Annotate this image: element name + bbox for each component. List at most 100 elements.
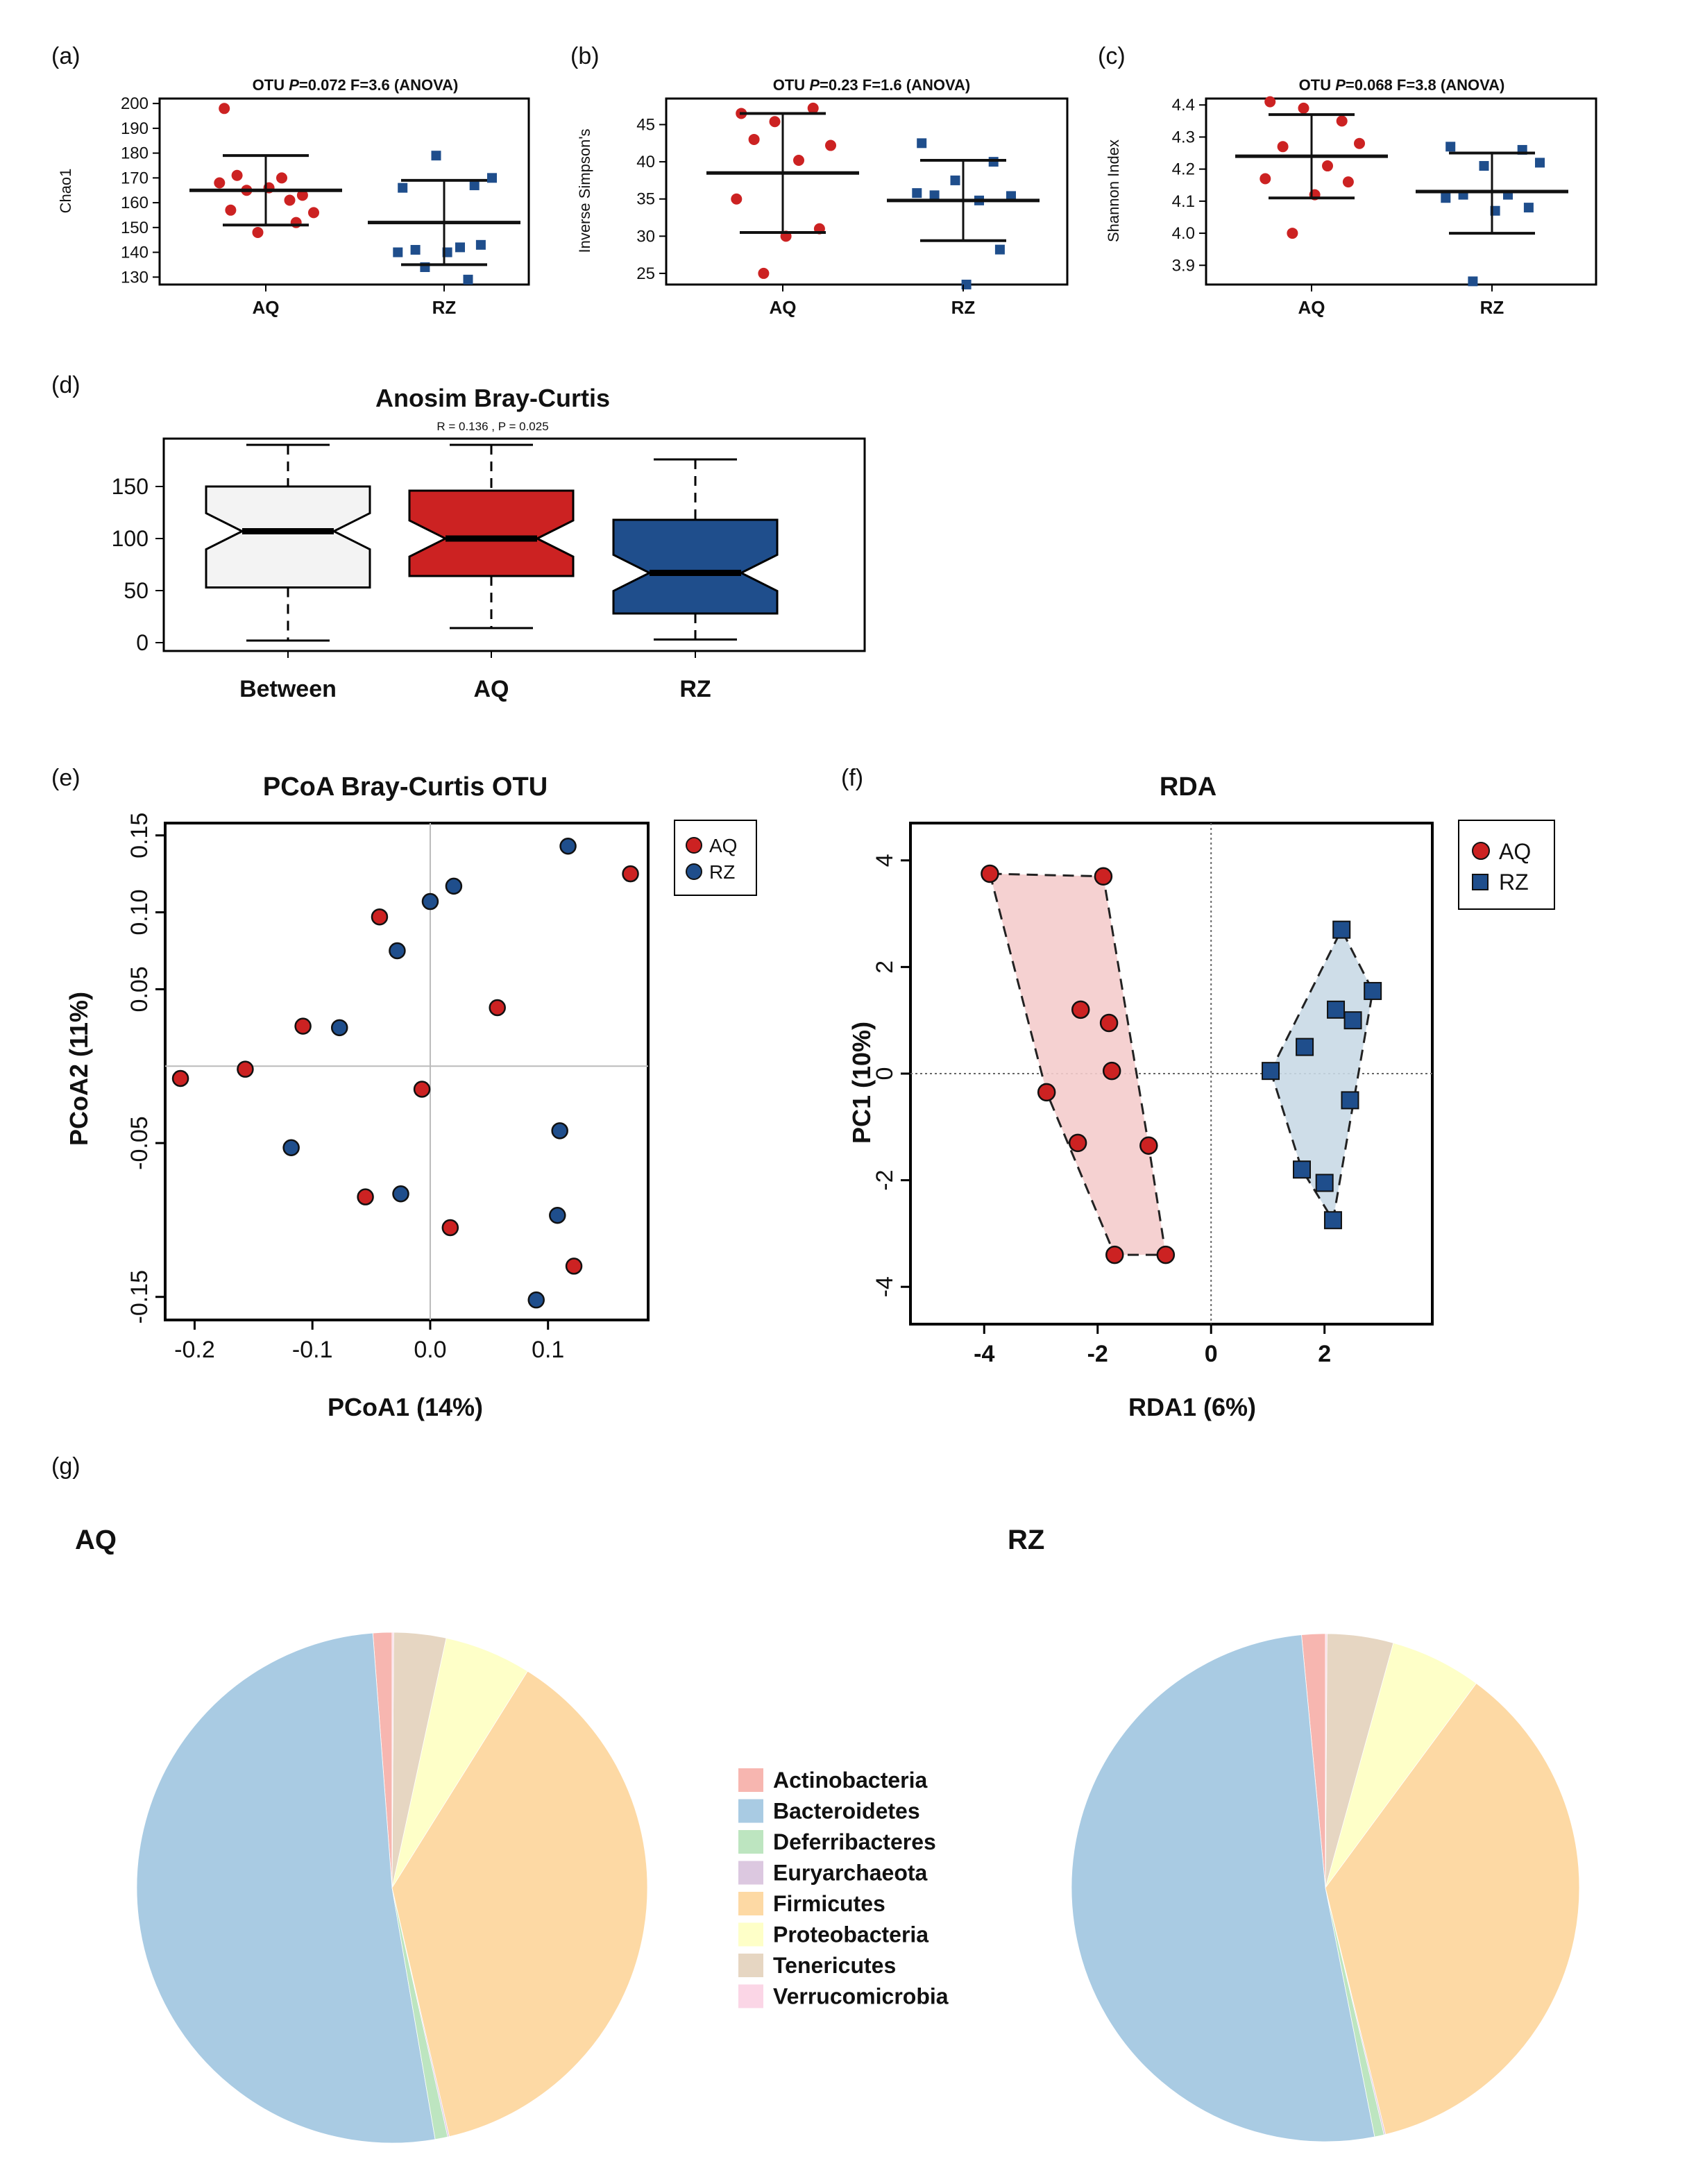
y-tick-label: 45 — [636, 116, 655, 135]
data-point-rz — [988, 157, 999, 167]
data-point-rz — [282, 1139, 300, 1156]
data-point-rz — [421, 892, 439, 911]
data-point-rz — [1006, 191, 1016, 201]
x-tick-label: -4 — [974, 1341, 994, 1367]
data-point-rz — [994, 244, 1005, 255]
data-point-rz — [1327, 1000, 1346, 1019]
pie-slice-firmicutes — [391, 1670, 648, 2138]
data-point-rz — [1341, 1091, 1359, 1110]
y-tick-label: 130 — [121, 268, 149, 287]
panel-f-legend-swatch-aq — [1472, 842, 1490, 860]
panel-b-plot-area — [706, 102, 1040, 289]
panel-d-plot-area — [205, 443, 779, 642]
data-point-aq — [981, 864, 999, 883]
panel-e-legend-swatch-aq — [686, 837, 702, 854]
data-point-rz — [455, 242, 465, 253]
y-tick-label: 4.2 — [1172, 160, 1195, 179]
data-point-aq — [371, 908, 389, 926]
y-tick-label: -4 — [872, 1276, 898, 1297]
data-point-aq — [357, 1188, 374, 1205]
y-tick-label: 200 — [121, 94, 149, 113]
x-category-label: RZ — [951, 297, 976, 318]
y-tick-label: 2 — [872, 960, 898, 974]
data-point-aq — [793, 154, 804, 166]
pie-legend-swatch-actinobacteria — [738, 1768, 763, 1792]
pie-legend-swatch-bacteroidetes — [738, 1799, 763, 1823]
panel-f-legend-rz: RZ — [1499, 870, 1529, 895]
y-tick-label: 0 — [136, 630, 149, 655]
data-point-aq — [1336, 115, 1348, 127]
box-between — [205, 485, 371, 589]
y-tick-label: 3.9 — [1172, 256, 1195, 275]
data-point-rz — [475, 239, 486, 250]
x-category-label: RZ — [1480, 297, 1504, 318]
pie-legend-label-actinobacteria: Actinobacteria — [773, 1768, 927, 1793]
panel-e-pcoa: (e) PCoA Bray-Curtis OTU PCoA2 (11%) PCo… — [51, 765, 757, 1421]
x-category-label: RZ — [679, 676, 711, 702]
y-tick-label: -2 — [872, 1169, 898, 1190]
y-tick-label: 4.4 — [1172, 96, 1195, 115]
data-point-rz — [1262, 1062, 1280, 1081]
data-point-aq — [1094, 867, 1113, 886]
data-point-aq — [1260, 173, 1271, 185]
data-point-rz — [917, 138, 927, 149]
pie-legend-label-deferribacteres: Deferribacteres — [773, 1829, 936, 1854]
data-point-rz — [559, 838, 577, 855]
y-tick-label: 0.15 — [126, 813, 153, 858]
data-point-aq — [284, 194, 296, 206]
data-point-aq — [1105, 1245, 1124, 1264]
data-point-rz — [1296, 1038, 1314, 1056]
data-point-aq — [1071, 1000, 1090, 1019]
panel-b-ylabel: Inverse Simpson's — [576, 128, 593, 253]
pie-title-rz: RZ — [1008, 1525, 1044, 1555]
panel-a-plot-area — [189, 103, 520, 285]
panel-c-frame — [1205, 97, 1597, 286]
panel-b-y-axis: 25 30 35 40 45 — [636, 116, 666, 283]
pie-slice-firmicutes — [1325, 1682, 1580, 2135]
data-point-aq — [1099, 1013, 1119, 1033]
panel-label-e: (e) — [51, 765, 80, 791]
pie-legend-swatch-deferribacteres — [738, 1830, 763, 1854]
data-point-aq — [171, 1069, 189, 1087]
panel-d-subtitle: R = 0.136 , P = 0.025 — [436, 420, 548, 433]
panel-f-plot-area — [910, 823, 1432, 1324]
data-point-aq — [1342, 176, 1354, 188]
y-tick-label: 100 — [112, 526, 149, 551]
data-point-rz — [389, 942, 406, 960]
panel-a-x-axis: AQ RZ — [253, 285, 456, 318]
panel-a-chao1: (a) OTU P=0.072 F=3.6 (ANOVA) Chao1 1301… — [51, 43, 530, 318]
data-point-aq — [252, 226, 264, 238]
panel-f-x-axis: -4 -2 0 2 — [974, 1324, 1331, 1367]
panel-b-title: OTU P=0.23 F=1.6 (ANOVA) — [773, 76, 970, 94]
data-point-rz — [431, 151, 441, 161]
data-point-aq — [489, 999, 506, 1017]
panel-e-legend-box — [674, 820, 757, 896]
pie-slice-verrucomicrobia — [1325, 1633, 1328, 1888]
panel-f-legend-aq: AQ — [1499, 839, 1531, 864]
pie-legend-label-tenericutes: Tenericutes — [773, 1953, 896, 1978]
data-point-rz — [1343, 1011, 1362, 1030]
x-tick-label: 0.1 — [532, 1337, 564, 1363]
data-point-rz — [950, 175, 960, 185]
data-point-aq — [748, 133, 760, 145]
panel-c-title: OTU P=0.068 F=3.8 (ANOVA) — [1299, 76, 1505, 94]
data-point-aq — [413, 1081, 431, 1098]
panel-e-legend: AQ RZ — [674, 820, 757, 896]
panel-c-shannon: (c) OTU P=0.068 F=3.8 (ANOVA) Shannon In… — [1098, 43, 1597, 318]
y-tick-label: 0.05 — [126, 966, 153, 1012]
panel-d-y-axis: 0 50 100 150 — [112, 474, 164, 655]
panel-f-y-axis: -4 -2 0 2 4 — [872, 854, 910, 1297]
data-point-rz — [929, 190, 940, 201]
panel-label-d: (d) — [51, 372, 80, 398]
data-point-rz — [445, 877, 463, 895]
x-tick-label: 2 — [1318, 1341, 1331, 1367]
data-point-aq — [769, 116, 781, 128]
y-tick-label: 4 — [872, 854, 898, 867]
panel-f-rda: (f) RDA PC1 (10%) RDA1 (6%) -4 -2 0 2 4 -4 -2… — [841, 765, 1555, 1421]
panel-c-plot-area — [1235, 96, 1568, 287]
data-point-rz — [393, 247, 403, 257]
y-tick-label: 150 — [121, 219, 149, 237]
pie-legend: Actinobacteria Bacteroidetes Deferribacter… — [738, 1768, 949, 2009]
pie-aq — [136, 1632, 648, 2144]
data-point-aq — [1298, 102, 1309, 114]
